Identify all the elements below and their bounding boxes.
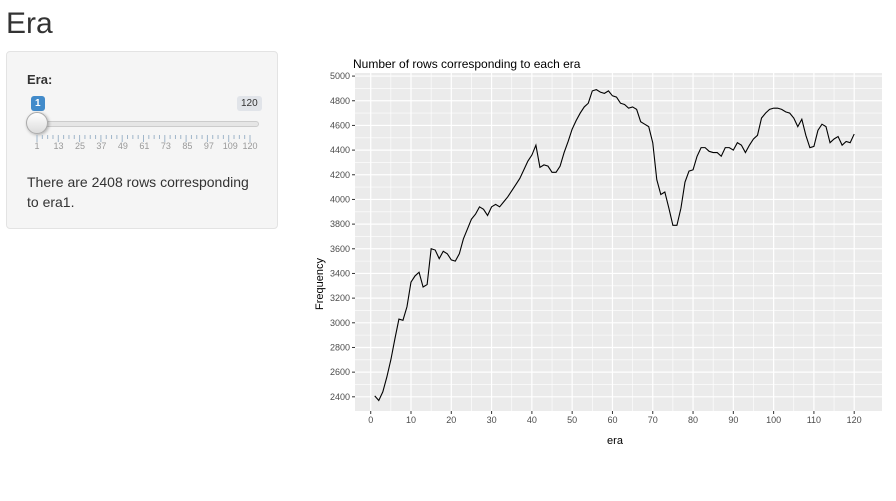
y-tick-label: 3000: [330, 318, 350, 328]
slider-grid-label: 61: [139, 141, 149, 151]
x-tick-label: 60: [607, 415, 617, 425]
x-tick-label: 80: [688, 415, 698, 425]
x-tick-label: 20: [446, 415, 456, 425]
plot-panel: [355, 73, 882, 411]
era-slider-label: Era:: [27, 72, 53, 87]
slider-max-badge: 120: [237, 96, 262, 111]
y-axis-label: Frequency: [314, 258, 326, 310]
x-tick-label: 50: [567, 415, 577, 425]
y-tick-label: 2600: [330, 367, 350, 377]
page-title: Era: [6, 7, 53, 40]
row-count-text: There are 2408 rows corresponding to era…: [27, 172, 267, 212]
y-tick-label: 2800: [330, 342, 350, 352]
slider-grid-label: 49: [118, 141, 128, 151]
y-axis: 2400 2600 2800 3000 3200 3400 3600 3800 4000 4200…: [330, 71, 355, 402]
slider-grid-label: 85: [182, 141, 192, 151]
x-tick-label: 90: [728, 415, 738, 425]
y-tick-label: 4600: [330, 120, 350, 130]
slider-grid-label: 37: [96, 141, 106, 151]
slider-handle[interactable]: [26, 112, 48, 134]
slider-grid-label: 73: [161, 141, 171, 151]
slider-grid-label: 109: [223, 141, 238, 151]
chart-title: Number of rows corresponding to each era: [353, 57, 581, 71]
slider-grid-label: 120: [242, 141, 257, 151]
y-tick-label: 5000: [330, 71, 350, 81]
x-tick-label: 0: [368, 415, 373, 425]
x-axis: 0 10 20 30 40 50 60 70 80 90 100 110 120: [368, 411, 862, 425]
grid-major: [355, 73, 882, 411]
y-tick-label: 3600: [330, 244, 350, 254]
y-tick-label: 4400: [330, 145, 350, 155]
y-tick-label: 4000: [330, 194, 350, 204]
frequency-chart: Number of rows corresponding to each era…: [314, 57, 882, 447]
slider-grid-label: 97: [204, 141, 214, 151]
x-tick-label: 120: [847, 415, 862, 425]
y-tick-label: 4200: [330, 170, 350, 180]
y-tick-label: 3800: [330, 219, 350, 229]
sidebar-panel: Era: 1 120 1 13 25 37 49 61 73 85 97 109 120 There…: [6, 51, 278, 229]
slider-grid: 1 13 25 37 49 61 73 85 97 109 120: [34, 135, 258, 151]
y-tick-label: 3400: [330, 268, 350, 278]
x-tick-label: 40: [527, 415, 537, 425]
x-tick-label: 70: [648, 415, 658, 425]
y-tick-label: 4800: [330, 96, 350, 106]
x-tick-label: 110: [807, 415, 821, 425]
x-axis-label: era: [607, 435, 624, 447]
x-tick-label: 10: [406, 415, 416, 425]
slider-grid-label: 13: [53, 141, 63, 151]
slider-value-badge: 1: [31, 96, 45, 111]
slider-grid-label: 1: [34, 141, 39, 151]
x-tick-label: 30: [487, 415, 497, 425]
series-line-frequency: [374, 89, 855, 402]
x-tick-label: 100: [766, 415, 781, 425]
grid-minor: [355, 73, 882, 411]
slider-grid-label: 25: [75, 141, 85, 151]
row-count-line-2: to era1.: [27, 194, 75, 210]
y-tick-label: 3200: [330, 293, 350, 303]
row-count-line-1: There are 2408 rows corresponding: [27, 174, 249, 190]
y-tick-label: 2400: [330, 392, 350, 402]
